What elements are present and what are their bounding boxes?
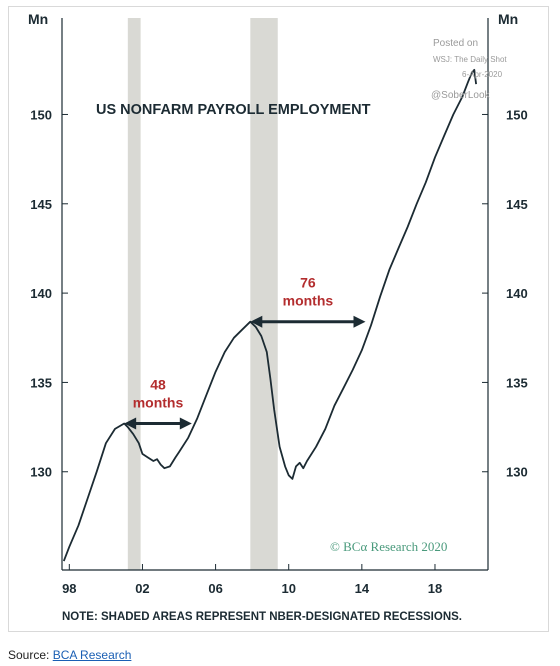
- annotation-number-gap-1: 48: [150, 377, 166, 393]
- y-tick-label-right-135: 135: [506, 375, 528, 390]
- series-line-1: [62, 68, 477, 562]
- annotation-unit-gap-1: months: [133, 395, 184, 411]
- left-unit-label: Mn: [28, 11, 48, 27]
- payroll-chart: 130 130 135 135 140 140 145 145 150 150 98 02 06 10 14…: [28, 11, 528, 623]
- x-tick-label-06: 06: [208, 581, 222, 596]
- recession-band-1: [127, 18, 141, 570]
- x-tick-label-18: 18: [428, 581, 442, 596]
- annotations: 48 months 76 months: [124, 275, 366, 430]
- chart-title: US NONFARM PAYROLL EMPLOYMENT: [96, 102, 371, 118]
- watermark-line-1: Posted on: [433, 38, 478, 49]
- arrow-head-right-gap-1: [179, 417, 192, 430]
- y-tick-label-right-130: 130: [506, 465, 528, 480]
- axes: 130 130 135 135 140 140 145 145 150 150 98 02 06 10 14…: [30, 18, 528, 596]
- y-tick-label-right-150: 150: [506, 107, 528, 122]
- annotation-gap-2: 76 months: [250, 275, 366, 328]
- series-group: [62, 68, 477, 562]
- arrow-head-left-gap-1: [124, 417, 137, 430]
- watermark-line-2: WSJ: The Daily Shot: [433, 55, 507, 64]
- recession-band-2: [250, 18, 278, 570]
- y-tick-label-left-145: 145: [30, 197, 52, 212]
- chart-frame: [8, 6, 549, 632]
- annotation-number-gap-2: 76: [300, 275, 316, 291]
- arrow-head-right-gap-2: [353, 315, 366, 328]
- y-tick-label-left-135: 135: [30, 375, 52, 390]
- arrow-head-left-gap-2: [250, 315, 263, 328]
- source-line: Source: BCA Research: [8, 648, 131, 662]
- recession-bands: [127, 18, 278, 570]
- source-prefix: Source:: [8, 648, 53, 662]
- note-label: NOTE: SHADED AREAS REPRESENT NBER-DESIGN…: [62, 611, 462, 623]
- watermark-line-3: 6-Apr-2020: [462, 70, 503, 79]
- y-tick-label-right-140: 140: [506, 286, 528, 301]
- watermark-line-4: @SoberLook: [431, 90, 491, 101]
- y-tick-label-left-150: 150: [30, 107, 52, 122]
- x-tick-label-02: 02: [135, 581, 149, 596]
- credit-label: © BCα Research 2020: [330, 539, 447, 554]
- right-unit-label: Mn: [498, 11, 518, 27]
- x-tick-label-14: 14: [355, 581, 370, 596]
- source-link[interactable]: BCA Research: [52, 648, 132, 662]
- x-tick-label-10: 10: [281, 581, 295, 596]
- annotation-gap-1: 48 months: [124, 377, 192, 430]
- y-tick-label-right-145: 145: [506, 197, 528, 212]
- y-tick-label-left-130: 130: [30, 465, 52, 480]
- x-tick-label-98: 98: [62, 581, 76, 596]
- annotation-unit-gap-2: months: [283, 293, 334, 309]
- y-tick-label-left-140: 140: [30, 286, 52, 301]
